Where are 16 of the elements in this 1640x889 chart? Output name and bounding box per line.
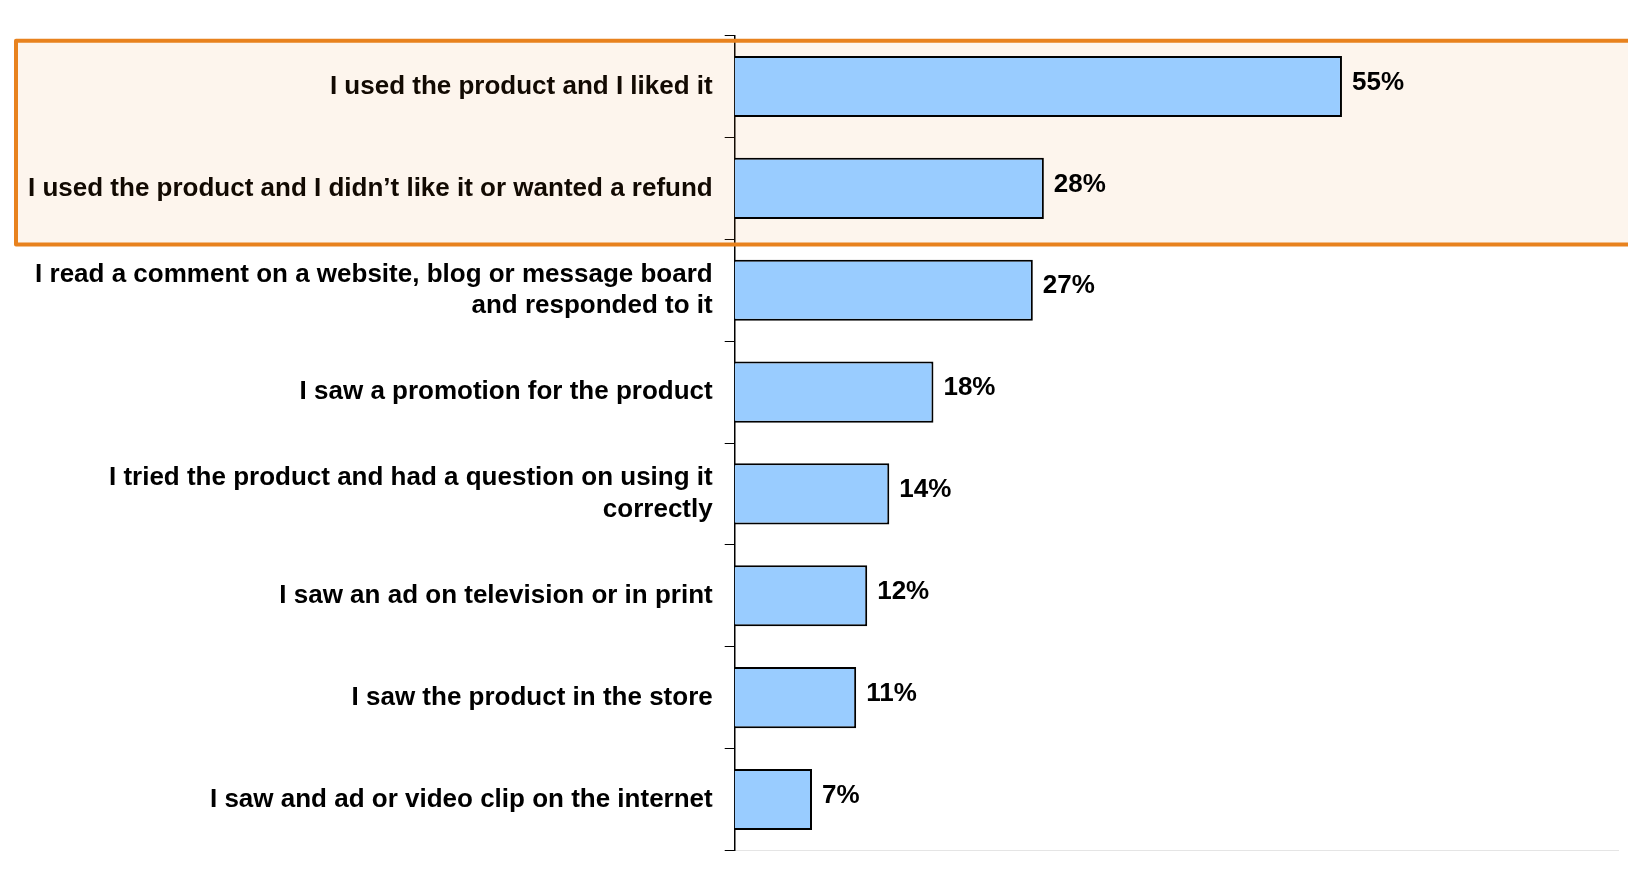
y-tick-label: I saw an ad on television or in print xyxy=(279,578,714,609)
data-label: 7% xyxy=(822,778,860,809)
data-label: 18% xyxy=(943,371,996,402)
data-label: 55% xyxy=(1351,65,1405,96)
y-tick-label: I used the product and I liked it xyxy=(329,69,714,100)
y-tick-label: I saw and ad or video clip on the internet xyxy=(209,782,714,813)
data-label: 14% xyxy=(899,473,952,504)
data-label: 27% xyxy=(1042,269,1095,300)
y-tick-label: I saw a promotion for the product xyxy=(299,375,714,406)
y-tick-label: I tried the product and had a question on using it correctly xyxy=(108,461,714,523)
data-label: 11% xyxy=(866,676,917,707)
data-label: 12% xyxy=(877,574,930,605)
y-tick-label: I read a comment on a website, blog or message board and responded to it xyxy=(35,257,714,319)
y-tick-label: I used the product and I didn’t like it or wanted a refund xyxy=(27,171,713,202)
y-tick-label: I saw the product in the store xyxy=(351,680,713,711)
data-label: 28% xyxy=(1053,167,1106,198)
